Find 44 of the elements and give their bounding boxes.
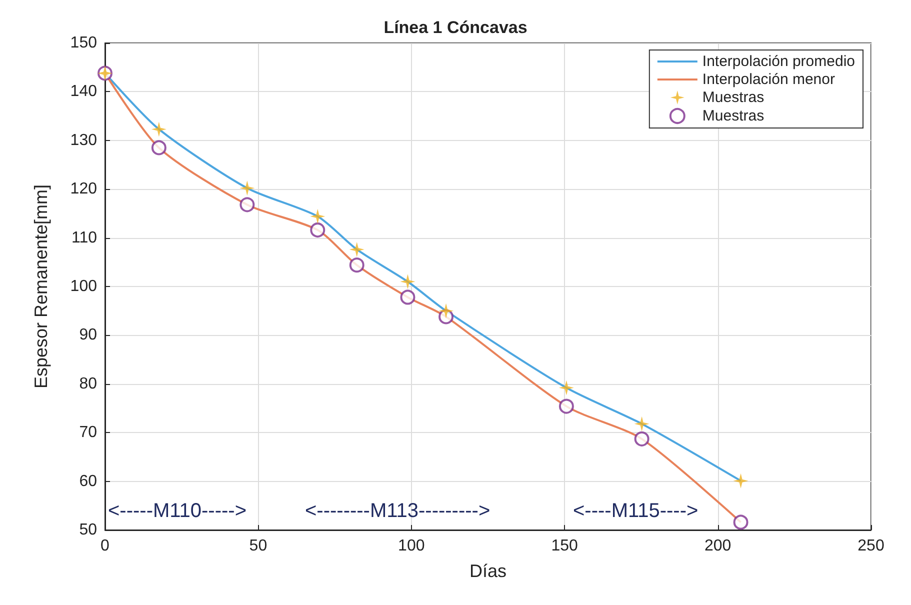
- point: [558, 380, 574, 396]
- annotation: <--------M113--------->: [305, 500, 490, 522]
- point: [733, 473, 748, 488]
- y-tick-label: 110: [71, 229, 98, 246]
- point: [151, 122, 166, 137]
- point: [558, 398, 574, 414]
- y-tick-label: 120: [70, 180, 98, 198]
- x-axis-title: Días: [469, 561, 507, 581]
- y-tick-label: 150: [70, 34, 98, 52]
- point: [151, 140, 166, 156]
- legend-label: Interpolación menor: [702, 71, 835, 88]
- point: [310, 208, 326, 224]
- point: [438, 303, 454, 318]
- y-tick-label: 140: [70, 83, 98, 100]
- point: [634, 431, 650, 446]
- y-tick-label: 90: [79, 326, 98, 344]
- point: [240, 180, 255, 196]
- point: [400, 290, 416, 305]
- y-tick-label: 60: [79, 472, 98, 490]
- x-tick-label: 50: [249, 538, 268, 554]
- x-tick-label: 0: [100, 538, 110, 554]
- annotation: <-----M110----->: [108, 500, 247, 522]
- point: [240, 197, 255, 212]
- y-tick-label: 50: [79, 522, 98, 538]
- y-tick-label: 100: [70, 278, 98, 295]
- point: [310, 222, 326, 238]
- x-tick-label: 100: [398, 538, 425, 554]
- y-tick-label: 130: [70, 132, 98, 149]
- point: [349, 258, 364, 273]
- x-tick-label: 200: [704, 538, 732, 554]
- y-tick-label: 80: [79, 375, 98, 392]
- x-tick-label: 150: [551, 538, 578, 554]
- point: [349, 242, 364, 257]
- chart-title: Línea 1 Cóncavas: [384, 18, 528, 37]
- y-axis-title: Espesor Remanente[mm]: [31, 184, 51, 389]
- point: [733, 514, 748, 530]
- annotation: <----M115---->: [573, 500, 698, 522]
- x-tick-label: 250: [858, 538, 884, 554]
- y-tick-label: 70: [79, 424, 98, 442]
- point: [634, 416, 650, 432]
- legend-label: Muestras: [702, 108, 764, 124]
- legend-label: Muestras: [702, 89, 764, 106]
- point: [400, 274, 416, 290]
- legend-label: Interpolación promedio: [702, 53, 855, 70]
